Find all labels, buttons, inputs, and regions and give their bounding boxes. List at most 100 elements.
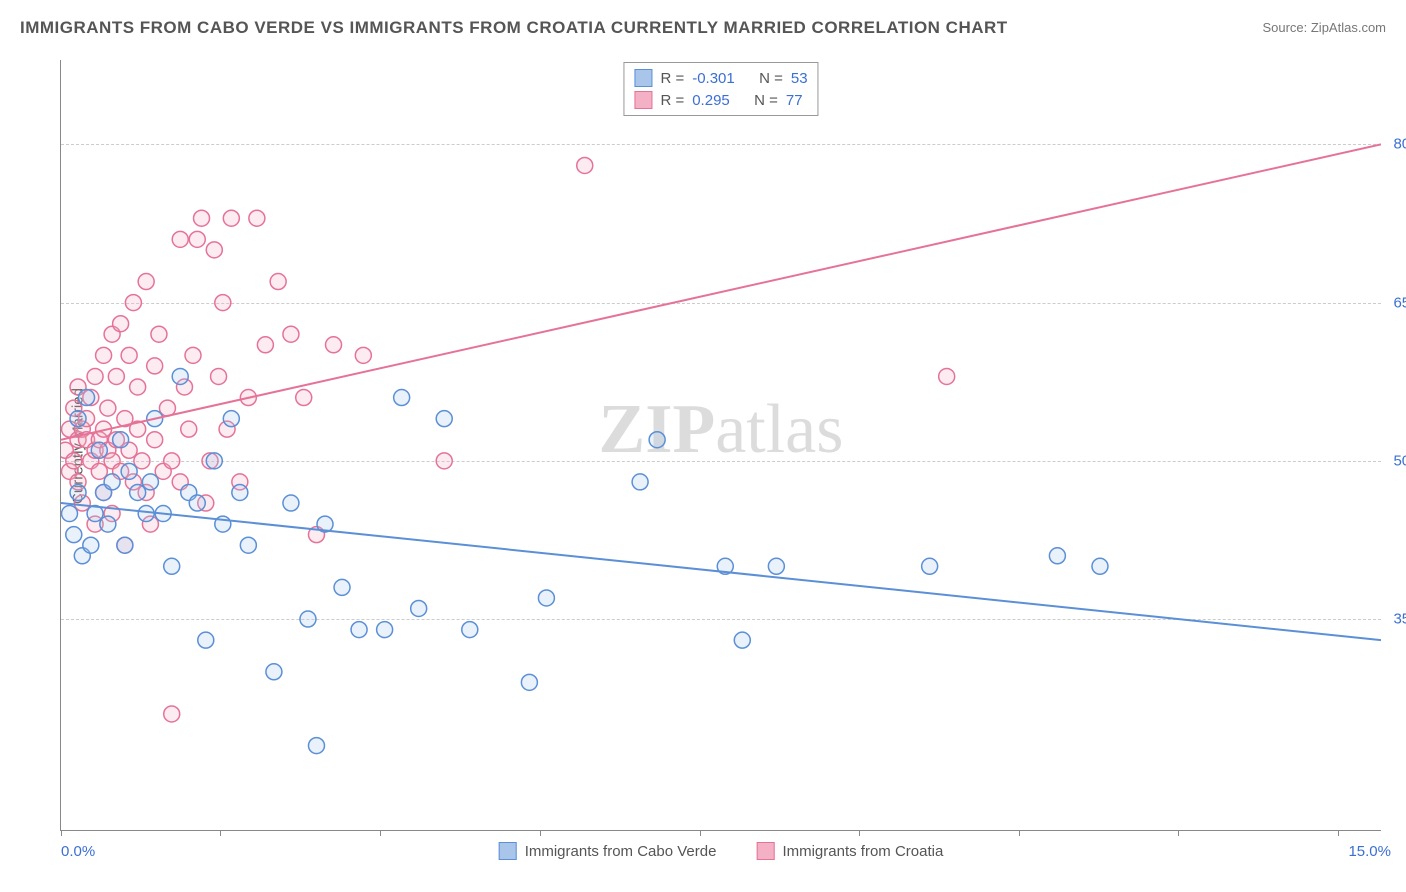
scatter-point [62, 506, 78, 522]
trend-line [61, 144, 1381, 439]
scatter-point [436, 453, 452, 469]
scatter-point [283, 495, 299, 511]
n-label: N = [759, 70, 783, 87]
scatter-point [283, 326, 299, 342]
source-label: Source: ZipAtlas.com [1262, 20, 1386, 35]
scatter-point [164, 706, 180, 722]
r-value-1: -0.301 [692, 70, 735, 87]
scatter-point [104, 474, 120, 490]
scatter-point [194, 210, 210, 226]
x-tick-mark [700, 830, 701, 836]
scatter-point [334, 579, 350, 595]
scatter-point [577, 157, 593, 173]
legend-item-1: Immigrants from Cabo Verde [499, 842, 717, 860]
scatter-point [147, 432, 163, 448]
scatter-point [326, 337, 342, 353]
x-tick-mark [1019, 830, 1020, 836]
legend-swatch-bottom-2 [756, 842, 774, 860]
scatter-point [100, 516, 116, 532]
scatter-point [91, 442, 107, 458]
scatter-point [130, 379, 146, 395]
legend-swatch-1 [634, 69, 652, 87]
scatter-point [125, 295, 141, 311]
r-label: R = [660, 92, 684, 109]
scatter-point [172, 231, 188, 247]
scatter-point [355, 347, 371, 363]
scatter-point [270, 274, 286, 290]
scatter-point [138, 274, 154, 290]
scatter-point [232, 484, 248, 500]
scatter-point [151, 326, 167, 342]
n-value-2: 77 [786, 92, 803, 109]
scatter-point [66, 527, 82, 543]
scatter-point [1092, 558, 1108, 574]
r-value-2: 0.295 [692, 92, 730, 109]
scatter-point [66, 453, 82, 469]
scatter-point [223, 210, 239, 226]
y-tick-label: 80.0% [1393, 136, 1406, 153]
scatter-point [377, 622, 393, 638]
scatter-point [147, 358, 163, 374]
x-tick-mark [859, 830, 860, 836]
scatter-point [172, 368, 188, 384]
x-tick-mark [380, 830, 381, 836]
trend-line [61, 503, 1381, 640]
scatter-point [521, 674, 537, 690]
scatter-point [922, 558, 938, 574]
scatter-point [83, 537, 99, 553]
scatter-point [351, 622, 367, 638]
scatter-point [1049, 548, 1065, 564]
scatter-point [257, 337, 273, 353]
stats-legend: R = -0.301 N = 53 R = 0.295 N = 77 [623, 62, 818, 116]
legend-swatch-2 [634, 91, 652, 109]
legend-item-2: Immigrants from Croatia [756, 842, 943, 860]
scatter-point [87, 368, 103, 384]
x-tick-label: 15.0% [1348, 843, 1391, 860]
scatter-point [189, 495, 205, 511]
scatter-point [462, 622, 478, 638]
x-tick-label: 0.0% [61, 843, 95, 860]
r-label: R = [660, 70, 684, 87]
scatter-point [300, 611, 316, 627]
n-label: N = [754, 92, 778, 109]
scatter-point [70, 411, 86, 427]
scatter-point [138, 506, 154, 522]
n-value-1: 53 [791, 70, 808, 87]
scatter-point [649, 432, 665, 448]
scatter-point [296, 390, 312, 406]
scatter-point [538, 590, 554, 606]
scatter-point [113, 316, 129, 332]
stats-row-2: R = 0.295 N = 77 [634, 89, 807, 111]
stats-row-1: R = -0.301 N = 53 [634, 67, 807, 89]
scatter-point [198, 632, 214, 648]
x-tick-mark [220, 830, 221, 836]
scatter-point [206, 453, 222, 469]
y-tick-label: 50.0% [1393, 452, 1406, 469]
scatter-point [79, 390, 95, 406]
scatter-point [436, 411, 452, 427]
scatter-point [108, 368, 124, 384]
scatter-point [240, 537, 256, 553]
scatter-point [113, 432, 129, 448]
scatter-point [394, 390, 410, 406]
scatter-point [768, 558, 784, 574]
scatter-point [189, 231, 205, 247]
scatter-point [939, 368, 955, 384]
y-tick-label: 65.0% [1393, 294, 1406, 311]
scatter-point [121, 347, 137, 363]
scatter-point [211, 368, 227, 384]
plot-svg [61, 60, 1381, 830]
series-legend: Immigrants from Cabo Verde Immigrants fr… [499, 842, 944, 860]
legend-swatch-bottom-1 [499, 842, 517, 860]
scatter-point [223, 411, 239, 427]
scatter-point [308, 738, 324, 754]
legend-label-2: Immigrants from Croatia [782, 843, 943, 860]
x-tick-mark [61, 830, 62, 836]
scatter-point [181, 421, 197, 437]
chart-title: IMMIGRANTS FROM CABO VERDE VS IMMIGRANTS… [20, 18, 1008, 38]
scatter-point [734, 632, 750, 648]
scatter-point [121, 463, 137, 479]
x-tick-mark [1338, 830, 1339, 836]
chart-area: ZIPatlas R = -0.301 N = 53 R = 0.295 N =… [60, 60, 1381, 831]
scatter-point [632, 474, 648, 490]
